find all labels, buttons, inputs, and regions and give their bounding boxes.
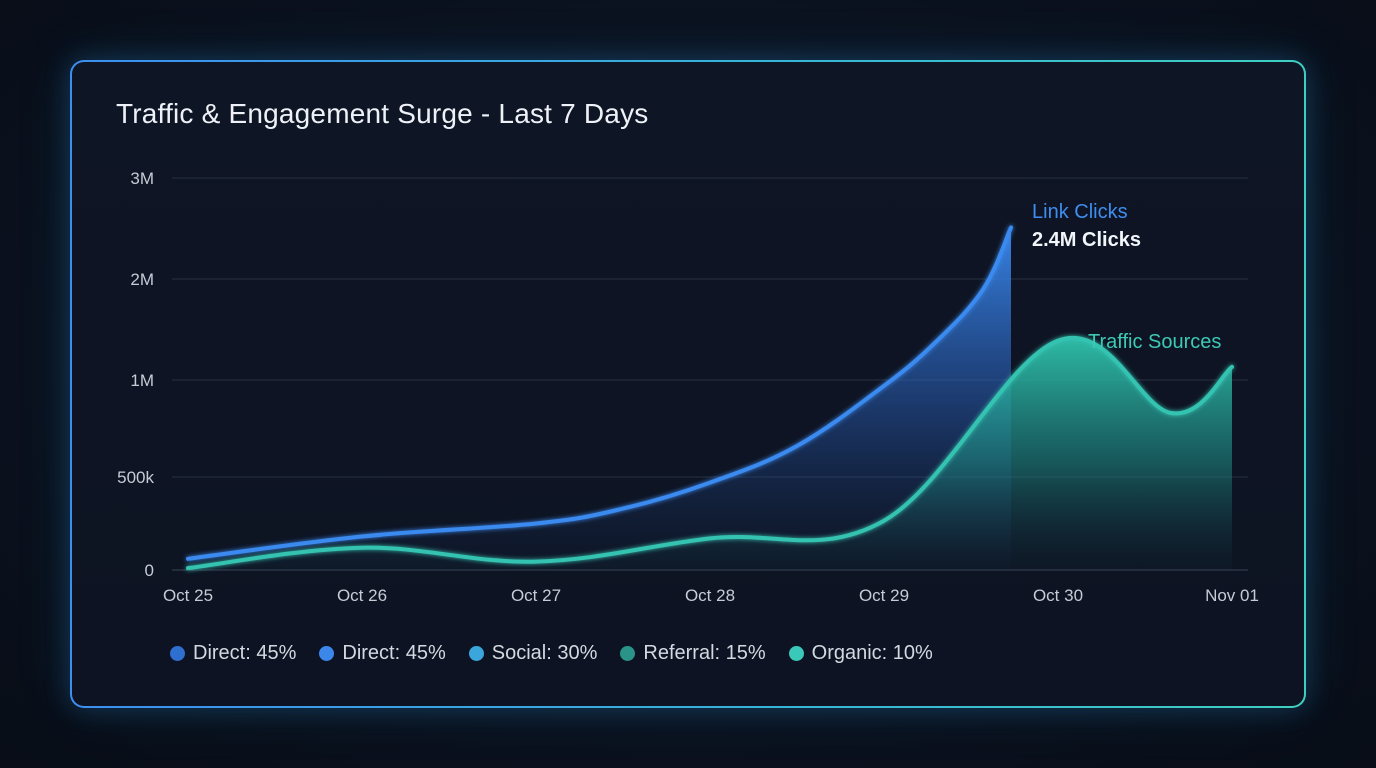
series-area-traffic-sources <box>188 337 1232 570</box>
chart-title: Traffic & Engagement Surge - Last 7 Days <box>116 98 649 129</box>
y-tick-label: 2M <box>130 270 154 289</box>
y-tick-label: 0 <box>145 561 154 580</box>
legend-item: Social: 30% <box>468 642 598 665</box>
chart-legend: Direct: 45% Direct: 45% Social: 30% Referra… <box>170 642 933 665</box>
x-tick-label: Oct 29 <box>859 586 909 605</box>
annotation-value: 2.4M Clicks <box>1032 229 1141 251</box>
series-line-traffic-sources <box>186 336 1234 571</box>
legend-swatch <box>620 646 636 661</box>
legend-label: Social: 30% <box>491 642 598 664</box>
legend-item: Referral: 15% <box>620 642 766 665</box>
legend-item: Direct: 45% <box>319 642 446 665</box>
x-tick-label: Oct 25 <box>163 586 213 605</box>
series-areas <box>188 227 1232 570</box>
x-tick-label: Oct 26 <box>337 586 387 605</box>
y-tick-label: 3M <box>130 169 154 188</box>
legend-label: Direct: 45% <box>342 642 446 664</box>
legend-swatch <box>170 646 185 661</box>
series-area-link-clicks <box>188 227 1011 570</box>
legend-label: Direct: 45% <box>193 642 297 664</box>
legend-swatch <box>788 646 804 661</box>
x-axis-ticks: Oct 25 Oct 26 Oct 27 Oct 28 Oct 29 Oct 30 Nov … <box>163 586 1259 605</box>
annotation-label: Link Clicks <box>1032 201 1128 223</box>
legend-item: Organic: 10% <box>788 642 933 665</box>
legend-swatch <box>468 646 484 661</box>
legend-swatch <box>319 646 335 661</box>
legend-label: Organic: 10% <box>811 642 933 664</box>
y-axis-ticks: 0 500k 1M 2M 3M <box>117 169 154 580</box>
legend-item: Direct: 45% <box>170 642 296 665</box>
y-tick-label: 500k <box>117 468 154 487</box>
annotation-label: Traffic Sources <box>1088 331 1221 353</box>
x-tick-label: Oct 30 <box>1033 586 1083 605</box>
x-tick-label: Oct 28 <box>685 586 735 605</box>
y-tick-label: 1M <box>130 371 154 390</box>
series-lines <box>186 225 1234 571</box>
legend-label: Referral: 15% <box>643 642 766 664</box>
x-tick-label: Oct 27 <box>511 586 561 605</box>
series-line-link-clicks <box>186 225 1013 561</box>
series-annotations: Link Clicks 2.4M Clicks Traffic Sources <box>1032 201 1221 353</box>
x-tick-label: Nov 01 <box>1205 586 1259 605</box>
